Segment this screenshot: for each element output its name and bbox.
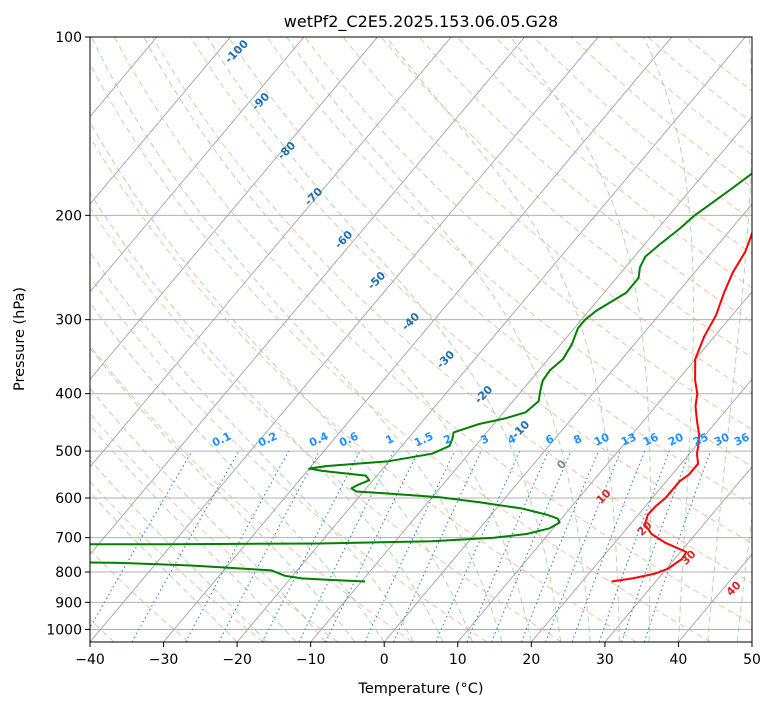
isotherm — [90, 37, 378, 380]
background-lines — [0, 37, 752, 642]
dry-adiabat — [90, 276, 488, 642]
dry-adiabat — [266, 37, 752, 468]
x-tick-label: 50 — [743, 652, 761, 668]
mixing-ratio-label: 20 — [666, 430, 686, 448]
plot-frame — [89, 36, 753, 643]
dry-adiabat — [90, 136, 637, 642]
moist-adiabat — [707, 37, 752, 642]
isotherm — [90, 37, 305, 293]
dry-adiabat — [90, 344, 413, 642]
moist-adiabat — [286, 37, 591, 642]
mixing-ratio-line — [521, 450, 599, 642]
x-tick-label: −40 — [75, 652, 105, 668]
isotherm — [236, 37, 746, 642]
y-tick-label: 800 — [55, 565, 82, 581]
isotherm — [90, 37, 231, 205]
y-tick-label: 900 — [55, 595, 82, 611]
y-tick-label: 300 — [55, 313, 82, 329]
mixing-ratio-label: 10 — [592, 430, 612, 448]
x-axis-label: Temperature (°C) — [357, 681, 483, 697]
moist-adiabat — [90, 302, 385, 642]
dry-adiabat — [456, 37, 752, 289]
dry-adiabat — [113, 37, 752, 625]
mixing-ratio-line — [185, 450, 290, 642]
temperature-profile — [611, 230, 752, 583]
moist-adiabat — [90, 251, 415, 642]
x-tick-label: 10 — [449, 652, 467, 668]
isotherm — [751, 641, 752, 642]
mixing-ratio-label: 30 — [712, 430, 732, 448]
isotherm — [163, 37, 673, 642]
dry-adiabat — [228, 37, 752, 506]
y-axis-label: Pressure (hPa) — [12, 287, 28, 391]
mixing-ratio-line — [571, 450, 646, 642]
dry-adiabat — [304, 37, 752, 431]
moist-adiabat — [91, 37, 503, 642]
mixing-ratio-line — [643, 450, 712, 642]
y-tick-label: 400 — [55, 387, 82, 403]
y-tick-label: 100 — [55, 30, 82, 46]
x-tick-label: −10 — [296, 652, 326, 668]
dry-adiabat — [418, 37, 752, 323]
moist-adiabat — [736, 514, 752, 642]
y-tick-label: 500 — [55, 444, 82, 460]
isotherm — [90, 37, 452, 468]
moist-adiabat — [90, 387, 326, 642]
mixing-ratio-label: 36 — [732, 430, 752, 448]
isotherm — [604, 466, 752, 642]
mixing-ratio-line — [218, 450, 320, 642]
mixing-ratio-line — [298, 450, 395, 642]
x-tick-label: 40 — [670, 652, 688, 668]
dry-adiabat — [190, 37, 752, 545]
mixing-ratio-line — [545, 450, 621, 642]
mixing-ratio-label: 13 — [619, 430, 638, 448]
moist-adiabat — [385, 37, 621, 642]
x-axis: −40 −30 −20 −10 0 10 20 30 40 50 — [75, 642, 761, 668]
y-tick-label: 700 — [55, 531, 82, 547]
mixing-ratio-label: 25 — [691, 430, 710, 448]
dry-adiabat — [90, 62, 712, 642]
dewpoint-profile — [90, 172, 752, 583]
y-tick-label: 200 — [55, 208, 82, 224]
x-tick-label: 20 — [522, 652, 540, 668]
dry-adiabat — [90, 549, 190, 642]
isotherm — [383, 203, 752, 642]
mixing-ratio-line — [393, 450, 482, 642]
dry-adiabat — [152, 37, 752, 584]
moist-adiabat — [643, 37, 694, 642]
mixing-ratio-line — [325, 450, 419, 642]
mixing-ratio-line — [364, 450, 456, 642]
y-axis: 100 200 300 400 500 600 700 800 900 1000 — [46, 30, 90, 638]
chart-title: wetPf2_C2E5.2025.153.06.05.G28 — [284, 12, 558, 32]
dry-adiabat — [90, 480, 264, 642]
dry-adiabat — [90, 206, 562, 642]
y-tick-label: 1000 — [46, 622, 82, 638]
x-tick-label: −30 — [149, 652, 179, 668]
moist-adiabat — [90, 121, 473, 642]
isotherm — [90, 37, 525, 556]
isotherm — [531, 378, 752, 642]
moist-adiabat — [90, 347, 356, 642]
moist-adiabat — [510, 37, 651, 642]
mixing-ratio-label: 16 — [641, 430, 661, 448]
isotherm — [90, 37, 599, 642]
y-tick-label: 600 — [55, 491, 82, 507]
moist-adiabat — [143, 37, 532, 642]
moist-adiabat — [90, 192, 444, 642]
moist-adiabat — [207, 37, 562, 642]
x-tick-label: −20 — [222, 652, 252, 668]
x-tick-label: 30 — [596, 652, 614, 668]
x-tick-label: 0 — [380, 652, 389, 668]
isotherm — [0, 37, 10, 642]
isotherm — [457, 291, 752, 642]
data-lines — [90, 172, 752, 583]
